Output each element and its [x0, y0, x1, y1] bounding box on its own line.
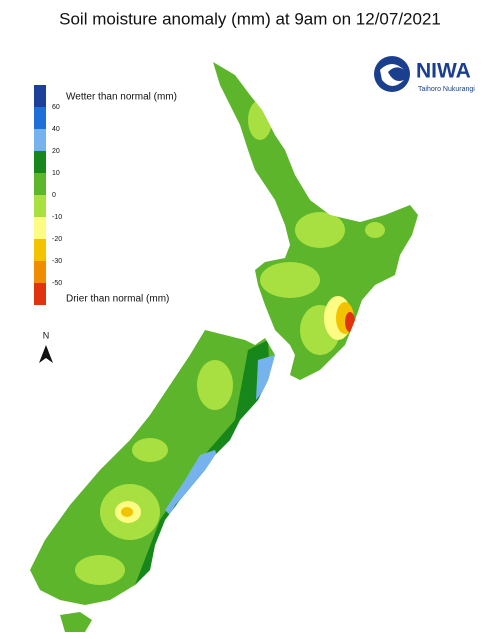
anomaly-region [256, 355, 275, 400]
legend-swatch [34, 217, 46, 239]
north-arrow: N [39, 330, 53, 363]
anomaly-region [132, 438, 168, 462]
arrow [39, 345, 53, 363]
title: Soil moisture anomaly (mm) at 9am on 12/… [59, 9, 441, 28]
anomaly-region [345, 312, 355, 332]
legend-swatch [34, 261, 46, 283]
legend-tick-label: -30 [52, 258, 62, 265]
legend-tick-label: 60 [52, 104, 60, 111]
legend-tick-label: -50 [52, 280, 62, 287]
legend-swatch [34, 173, 46, 195]
legend-swatch [34, 195, 46, 217]
anomaly-region [75, 555, 125, 585]
legend-top-label: Wetter than normal (mm) [66, 92, 177, 103]
anomaly-region [197, 360, 233, 410]
legend-swatch [34, 239, 46, 261]
logo-mark [374, 56, 410, 92]
legend-tick-label: 20 [52, 148, 60, 155]
logo-subtitle: Taihoro Nukurangi [418, 86, 475, 93]
legend-swatch [34, 107, 46, 129]
logo-name: NIWA [416, 60, 471, 83]
anomaly-region [365, 222, 385, 238]
legend: Wetter than normal (mm) Drier than norma… [34, 85, 177, 305]
legend-tick-label: -10 [52, 214, 62, 221]
legend-swatch [34, 129, 46, 151]
legend-swatch [34, 85, 46, 107]
map [30, 62, 418, 632]
legend-bottom-label: Drier than normal (mm) [66, 294, 169, 305]
legend-swatch [34, 283, 46, 305]
legend-swatch [34, 151, 46, 173]
anomaly-region [248, 100, 272, 140]
anomaly-region [295, 212, 345, 248]
north-label: N [43, 330, 50, 340]
legend-tick-label: 10 [52, 170, 60, 177]
anomaly-region [121, 507, 133, 517]
anomaly-region [260, 262, 320, 298]
legend-tick-label: -20 [52, 236, 62, 243]
legend-tick-label: 40 [52, 126, 60, 133]
logo: NIWA Taihoro Nukurangi [374, 56, 475, 93]
logo-swirl [380, 64, 404, 86]
legend-tick-label: 0 [52, 192, 56, 199]
